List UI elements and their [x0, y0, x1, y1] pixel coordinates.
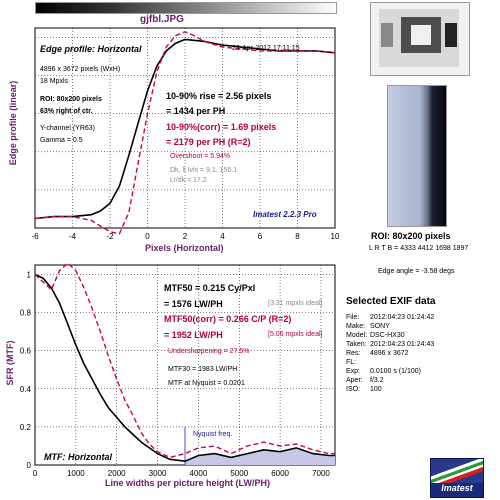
mtf-y-tick-label: 0.6 [20, 347, 32, 356]
rise-corr-value: 10-90%(corr) = 1.69 pixels [166, 122, 277, 132]
mtf-x-tick-label: 5000 [230, 469, 248, 478]
edge-x-tick-label: -2 [106, 232, 114, 241]
mtf30-value: MTF30 = 1983 LW/PH [168, 366, 238, 373]
imatest-logo: Imatest [430, 458, 484, 498]
mtf-y-tick-label: 0.2 [20, 423, 32, 432]
exif-key: Exp: [346, 368, 361, 375]
roi-size: ROI: 80x200 pixels [40, 96, 102, 103]
mtf-corrected-curve [34, 262, 335, 459]
dark-light-levels: Dk, lt lvls = 9.1, 156.1 [170, 167, 238, 174]
nyquist-label: Nyquist freq. [193, 431, 233, 438]
exif-value: SONY [370, 323, 390, 330]
mtf-y-tick-label: 1 [27, 271, 32, 280]
edge-timestamp: 23-Apr-2012 17:11:15 [232, 45, 300, 52]
edge-angle: Edge angle = -3.58 degs [378, 268, 455, 275]
exif-title: Selected EXIF data [346, 296, 436, 307]
mtf-x-tick-label: 7000 [312, 469, 330, 478]
rise-value: 10-90% rise = 2.56 pixels [166, 91, 272, 101]
exif-value: f/3.2 [370, 377, 384, 384]
edge-x-tick-label: -4 [69, 232, 77, 241]
gamma-info: Gamma = 0.5 [40, 137, 83, 144]
mtf-x-tick-label: 1000 [67, 469, 85, 478]
exif-value: 2012:04:23 01:24:43 [370, 341, 435, 348]
exif-key: Taken: [346, 341, 367, 348]
exif-value: 2012:04:23 01:24:42 [370, 314, 435, 321]
exif-value: 4896 x 3672 [370, 350, 409, 357]
exif-value: DSC-HX30 [370, 332, 405, 339]
exif-key: FL: [346, 359, 357, 366]
edge-title: Edge profile: Horizontal [40, 44, 142, 54]
edge-x-tick-label: 2 [183, 232, 188, 241]
imatest-logo-text: Imatest [441, 483, 473, 493]
undersharpening-value: Undersharpening = 27.5% [168, 348, 250, 355]
mtf-title: MTF: Horizontal [44, 452, 112, 462]
exif-key: Make: [346, 323, 366, 330]
mtf-chart: 0 1000 2000 3000 4000 5000 6000 7000 0 0.2 0.4 0.6 0… [20, 262, 336, 478]
exif-value: 0.0100 s (1/100) [370, 368, 421, 375]
header-gradient-bar [35, 2, 337, 14]
exif-value: 100 [370, 386, 382, 393]
light-dark-ratio: Lt/dk = 17.2 [170, 177, 207, 184]
edge-ylabel: Edge profile (linear) [8, 80, 18, 166]
mtf-y-tick-label: 0 [27, 461, 32, 470]
full-image-thumbnail [370, 2, 470, 76]
mtf50-lwph: = 1576 LW/PH [164, 299, 223, 309]
mtf-x-tick-label: 0 [33, 469, 38, 478]
mtf-ylabel: SFR (MTF) [5, 340, 15, 386]
image-size: 4896 x 3672 pixels (WxH) [40, 66, 121, 73]
mtf-raw-curve [34, 273, 335, 463]
mtf50-value: MTF50 = 0.215 Cy/Pxl [164, 283, 256, 293]
edge-x-tick-label: 6 [258, 232, 263, 241]
overshoot-value: Overshoot = 5.94% [170, 153, 231, 160]
mtf-x-tick-label: 4000 [190, 469, 208, 478]
edge-raw-curve [34, 38, 336, 220]
edge-x-tick-label: -6 [31, 232, 39, 241]
mtf-at-nyquist: MTF at Nyquist = 0.0201 [168, 380, 245, 387]
exif-key: ISO: [346, 386, 361, 393]
edge-x-tick-label: 0 [145, 232, 150, 241]
mtf-y-tick-label: 0.8 [20, 309, 32, 318]
mtf50-corr-ideal: [5.06 mpxls ideal] [268, 331, 323, 338]
mtf-y-tick-label: 0.4 [20, 385, 32, 394]
rise-corr-per-ph: = 2179 per PH (R=2) [166, 137, 251, 147]
rise-per-ph: = 1434 per PH [166, 106, 226, 116]
exif-key: Model: [346, 332, 368, 339]
mtf-x-tick-label: 6000 [271, 469, 289, 478]
exif-key: Res: [346, 350, 361, 357]
edge-profile-chart: -6 -4 -2 0 2 4 6 8 10 [31, 27, 340, 241]
roi-caption-title: ROI: 80x200 pixels [371, 231, 451, 241]
roi-crop-image [387, 85, 447, 227]
mtf-xlabel: Line widths per picture height (LW/PH) [105, 478, 271, 488]
file-name: gjfbl.JPG [140, 14, 184, 25]
channel-info: Y-channel (YR63) [40, 125, 95, 132]
imatest-version: Imatest 2.2.3 Pro [253, 210, 317, 219]
edge-x-tick-label: 4 [220, 232, 225, 241]
mtf50-corr-value: MTF50(corr) = 0.266 C/P (R=2) [164, 314, 292, 324]
roi-caption-lrtb: L R T B = 4333 4412 1698 1897 [369, 245, 469, 252]
roi-position: 63% right of ctr. [40, 108, 93, 115]
exif-key: Aper: [346, 377, 363, 384]
mtf50-corr-lwph: = 1952 LW/PH [164, 330, 223, 340]
exif-key: File: [346, 314, 360, 321]
mtf50-ideal: [3.31 mpxls ideal] [268, 300, 323, 307]
mtf-above-nyquist-fill [185, 447, 335, 465]
mtf-x-tick-label: 3000 [149, 469, 167, 478]
edge-corrected-curve [34, 31, 336, 235]
mtf-x-tick-label: 2000 [108, 469, 126, 478]
edge-x-tick-label: 10 [331, 232, 340, 241]
edge-x-tick-label: 8 [295, 232, 300, 241]
image-megapixels: 18 Mpxls [40, 78, 69, 85]
edge-xlabel: Pixels (Horizontal) [145, 243, 224, 253]
